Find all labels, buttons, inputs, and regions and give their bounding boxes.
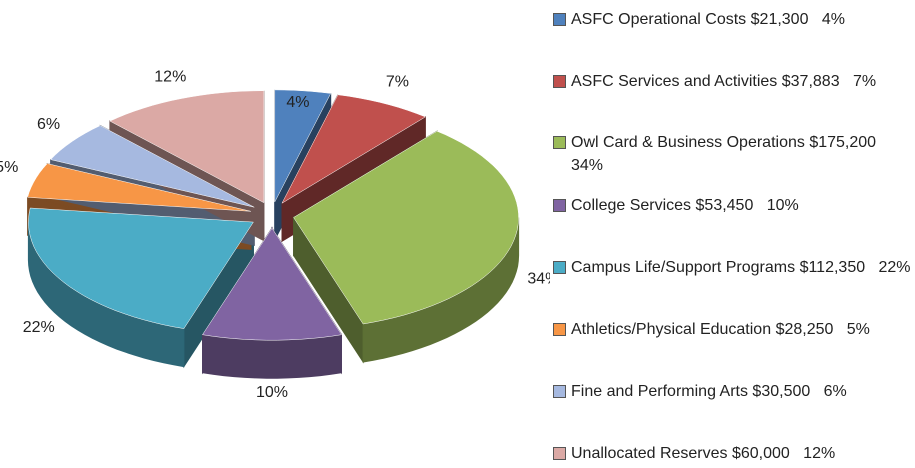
- legend-text: 6%: [823, 383, 847, 400]
- slice: [50, 125, 255, 208]
- legend-text: Campus Life/Support Programs: [571, 259, 796, 276]
- data-label: 5%: [0, 159, 18, 176]
- legend-text: 7%: [852, 73, 877, 90]
- data-label: 22%: [23, 319, 55, 336]
- legend-entry: Owl Card & Business Operations $175,200 …: [553, 131, 915, 177]
- legend-text: Fine and Performing Arts: [571, 383, 748, 400]
- data-label: 6%: [37, 116, 60, 133]
- legend-text: $60,000: [731, 445, 790, 462]
- legend-swatch: [553, 136, 566, 149]
- legend-text: ASFC Services and Activities: [571, 73, 778, 90]
- legend-entry: ASFC Services and Activities $37,883 7%: [553, 70, 915, 93]
- legend-text: College Services: [571, 197, 692, 214]
- data-label: 12%: [154, 68, 186, 85]
- pie-area: 4% 7% 34% 10% 22% 5% 6% 12%: [0, 68, 550, 401]
- slice: [293, 130, 519, 325]
- data-label: 34%: [527, 270, 550, 287]
- data-label: 4%: [286, 94, 309, 111]
- legend-text: 22%: [878, 259, 911, 276]
- legend-text: $21,300: [750, 11, 809, 28]
- data-label: 7%: [386, 74, 409, 91]
- legend-text: Unallocated Reserves: [571, 445, 728, 462]
- legend-entry: Unallocated Reserves $60,000 12%: [553, 442, 915, 465]
- legend-swatch: [553, 199, 566, 212]
- legend-entry: Campus Life/Support Programs $112,350 22…: [553, 256, 915, 279]
- legend-swatch: [553, 323, 566, 336]
- slice: [28, 207, 254, 329]
- slice: [27, 163, 251, 212]
- legend-text: 34%: [571, 157, 604, 174]
- legend-entry: ASFC Operational Costs $21,300 4%: [553, 8, 915, 31]
- legend-text: 12%: [803, 445, 836, 462]
- legend-text: Owl Card & Business Operations: [571, 134, 805, 151]
- legend-entry: Athletics/Physical Education $28,250 5%: [553, 318, 915, 341]
- legend-entry: College Services $53,450 10%: [553, 194, 915, 217]
- legend-text: $30,500: [752, 383, 811, 400]
- legend-text: $175,200: [809, 134, 877, 151]
- slice: [109, 90, 265, 204]
- slice: [202, 227, 342, 341]
- legend-text: ASFC Operational Costs: [571, 11, 747, 28]
- legend-text: $37,883: [781, 73, 840, 90]
- slice-side: [202, 334, 342, 379]
- legend-text: Athletics/Physical Education: [571, 321, 772, 338]
- legend-entry: Fine and Performing Arts $30,500 6%: [553, 380, 915, 403]
- legend-text: $53,450: [695, 197, 754, 214]
- legend-swatch: [553, 75, 566, 88]
- legend-text: 4%: [821, 11, 845, 28]
- legend-swatch: [553, 261, 566, 274]
- data-label: 10%: [256, 384, 288, 401]
- legend-swatch: [553, 13, 566, 26]
- legend-text: $28,250: [775, 321, 834, 338]
- legend-text: $112,350: [799, 259, 866, 276]
- legend-swatch: [553, 447, 566, 460]
- legend-text: 5%: [846, 321, 870, 338]
- slice: [281, 94, 426, 204]
- legend-swatch: [553, 385, 566, 398]
- legend-text: 10%: [766, 197, 799, 214]
- slice: [274, 89, 332, 203]
